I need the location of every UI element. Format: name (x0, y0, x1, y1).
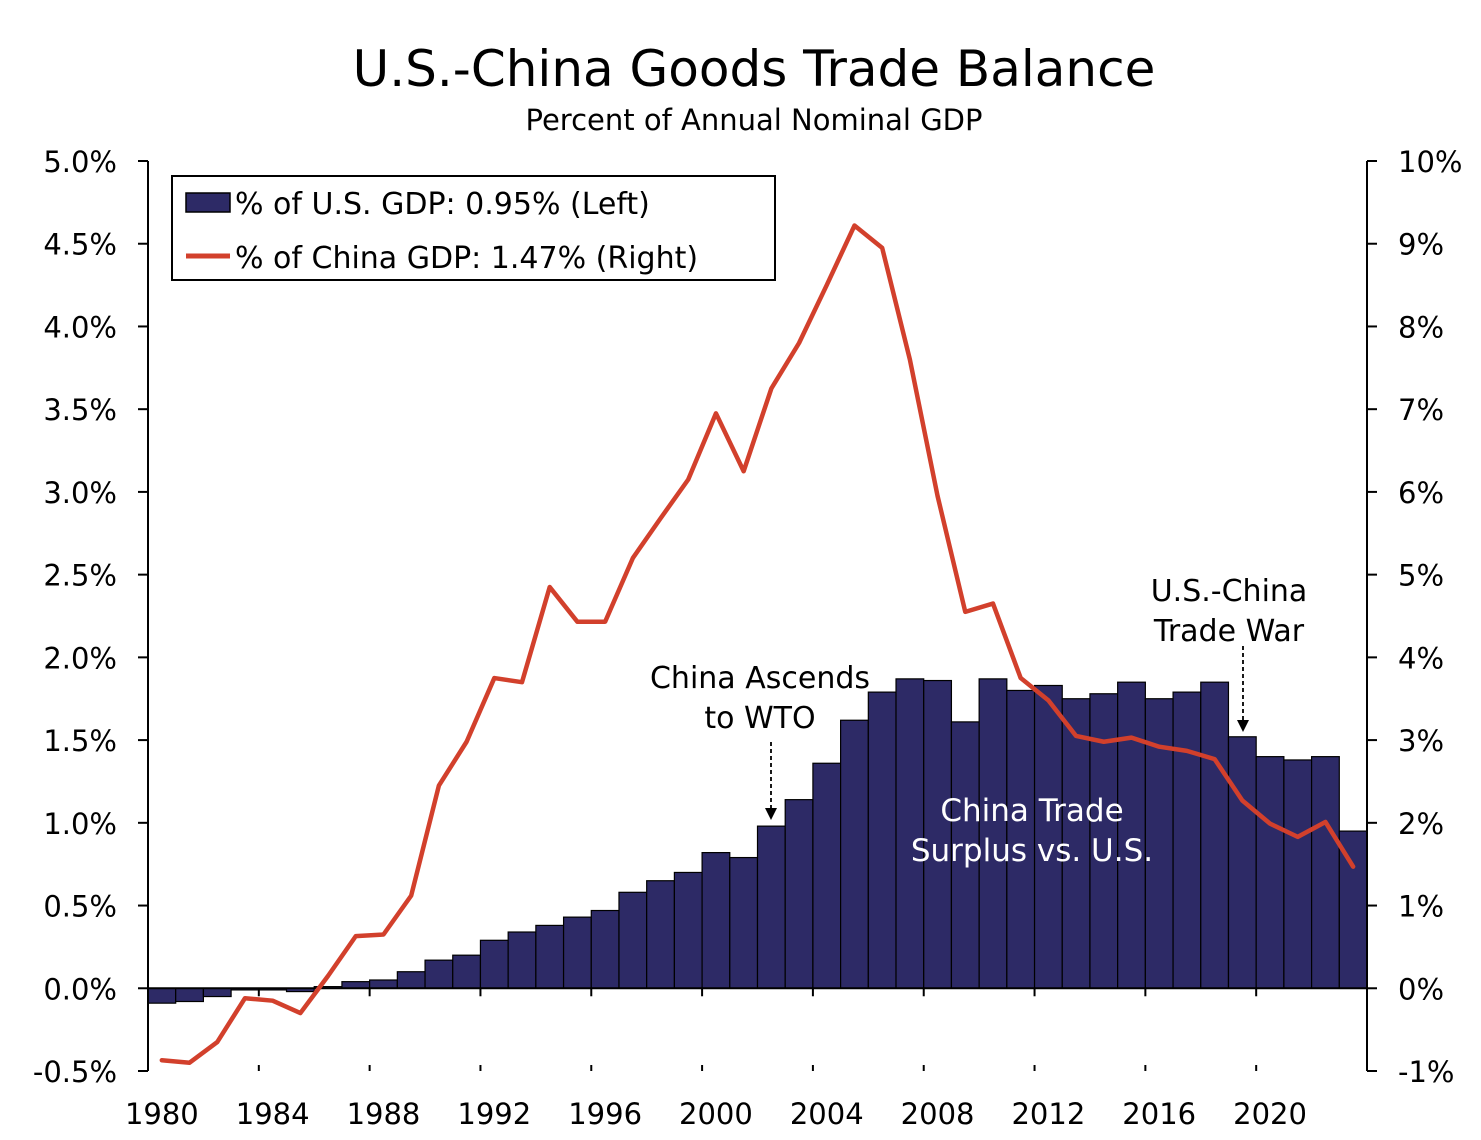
bar-1982 (202, 987, 232, 998)
bar-1998 (646, 880, 675, 989)
x-tick-label: 1980 (125, 1097, 199, 1131)
right-tick-label: 5% (1398, 559, 1444, 593)
x-tick-label: 2020 (1233, 1097, 1307, 1131)
x-tick-label: 1988 (347, 1097, 421, 1131)
annotation-surplus-line-1: China Trade (940, 793, 1123, 829)
left-tick-label: 3.5% (43, 393, 117, 427)
right-tick-label: 6% (1398, 476, 1444, 510)
annotation-trade-war-line-2: Trade War (1153, 614, 1305, 649)
annotation-surplus: China Trade Surplus vs. U.S. (911, 793, 1153, 869)
bar-1988 (369, 979, 398, 989)
right-tick-label: 10% (1398, 145, 1462, 179)
bar-series (147, 678, 1368, 1004)
annotation-trade-war-line-1: U.S.-China (1151, 574, 1308, 609)
bar-2009 (950, 721, 980, 989)
bar-2011 (1006, 689, 1036, 989)
x-tick-label: 2012 (1011, 1097, 1085, 1131)
legend: % of U.S. GDP: 0.95% (Left) % of China G… (171, 175, 776, 281)
bar-2001 (729, 856, 759, 989)
right-tick-label: 4% (1398, 641, 1444, 675)
left-tick-label: 2.0% (43, 641, 117, 675)
left-tick-label: 2.5% (43, 559, 117, 593)
annotation-trade-war-arrowhead (1237, 720, 1249, 732)
left-tick-label: 0.0% (43, 972, 117, 1006)
annotation-wto: China Ascends to WTO (650, 661, 870, 820)
x-tick-label: 1996 (568, 1097, 642, 1131)
bar-2019 (1227, 736, 1257, 989)
bar-1981 (175, 987, 204, 1003)
legend-box (171, 175, 776, 281)
bar-1990 (424, 959, 454, 989)
bar-2002 (756, 825, 786, 989)
china-gdp-line (159, 223, 1356, 1065)
legend-item-china-gdp: % of China GDP: 1.47% (Right) (235, 241, 698, 276)
annotation-wto-arrowhead (765, 808, 777, 820)
bar-2000 (701, 851, 731, 989)
bar-1995 (562, 916, 592, 989)
bar-1991 (452, 954, 482, 989)
left-tick-label: 4.0% (43, 310, 117, 344)
right-tick-label: -1% (1398, 1055, 1454, 1089)
bar-2020 (1255, 756, 1285, 989)
chart-subtitle: Percent of Annual Nominal GDP (526, 103, 983, 137)
right-tick-label: 0% (1398, 972, 1444, 1006)
left-tick-label: 4.5% (43, 228, 117, 262)
x-tick-label: 2008 (901, 1097, 975, 1131)
left-tick-label: 1.5% (43, 724, 117, 758)
x-tick-label: 2004 (790, 1097, 864, 1131)
bar-1999 (673, 871, 703, 989)
x-tick-label: 2000 (679, 1097, 753, 1131)
left-tick-label: 3.0% (43, 476, 117, 510)
bar-2018 (1200, 681, 1230, 989)
legend-bar-swatch (185, 192, 231, 213)
legend-item-us-gdp: % of U.S. GDP: 0.95% (Left) (235, 187, 650, 222)
bar-2004 (812, 762, 842, 989)
bar-1989 (396, 971, 426, 989)
left-tick-label: 0.5% (43, 890, 117, 924)
left-tick-label: 1.0% (43, 807, 117, 841)
axes (138, 160, 1377, 1072)
left-tick-label: 5.0% (43, 145, 117, 179)
annotation-wto-line-1: China Ascends (650, 661, 870, 696)
bar-2023 (1338, 830, 1368, 989)
left-tick-label: -0.5% (33, 1055, 117, 1089)
right-tick-label: 3% (1398, 724, 1444, 758)
right-tick-label: 9% (1398, 228, 1444, 262)
tick-labels: 5.0% 10% 4.5% 9% 4.0% 8% 3.5% 7% 3.0% 6% 2.5% 5% 2.0… (33, 145, 1463, 1131)
bar-1997 (618, 891, 648, 989)
bar-1993 (507, 931, 537, 989)
bar-2013 (1061, 698, 1091, 989)
bar-1994 (535, 924, 565, 989)
bar-2017 (1172, 691, 1202, 989)
x-tick-label: 1992 (457, 1097, 531, 1131)
bar-1996 (590, 909, 620, 989)
right-tick-label: 1% (1398, 890, 1444, 924)
bar-2022 (1310, 756, 1340, 989)
annotation-trade-war: U.S.-China Trade War (1151, 574, 1308, 732)
right-tick-label: 2% (1398, 807, 1444, 841)
x-tick-label: 2016 (1122, 1097, 1196, 1131)
annotation-surplus-line-2: Surplus vs. U.S. (911, 833, 1153, 869)
right-tick-label: 7% (1398, 393, 1444, 427)
annotation-wto-line-2: to WTO (704, 701, 815, 736)
x-tick-label: 1984 (236, 1097, 310, 1131)
bar-2021 (1283, 759, 1313, 989)
bar-1992 (479, 939, 509, 989)
bar-2007 (895, 678, 925, 989)
bar-1980 (147, 987, 177, 1004)
line-series (159, 223, 1356, 1065)
bar-2003 (784, 799, 814, 989)
right-tick-label: 8% (1398, 310, 1444, 344)
bar-2005 (840, 719, 869, 989)
chart-title: U.S.-China Goods Trade Balance (353, 40, 1156, 98)
bar-2006 (867, 691, 897, 989)
